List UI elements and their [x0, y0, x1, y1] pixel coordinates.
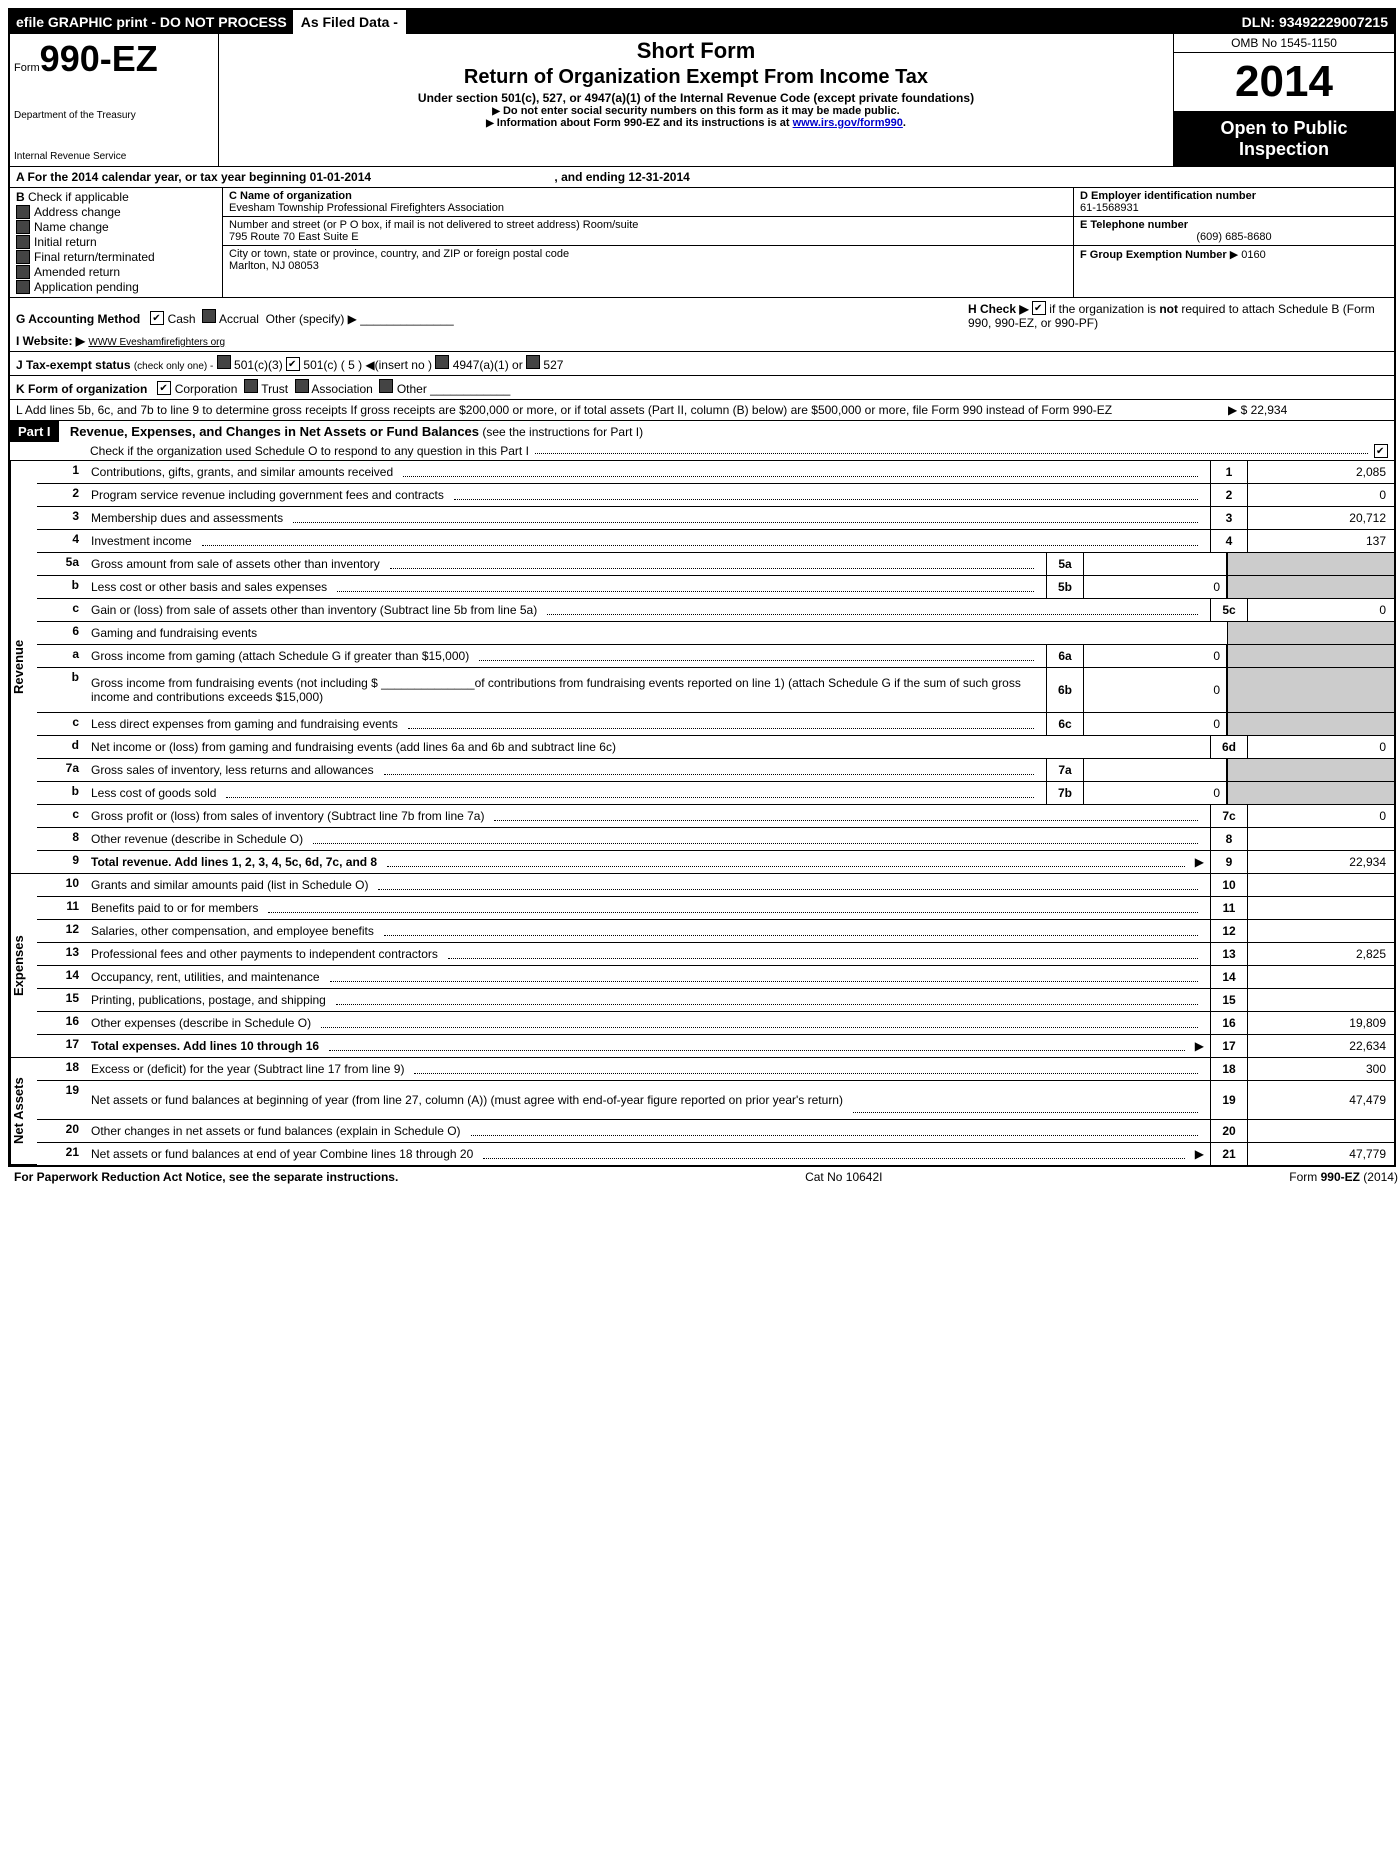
part1-label: Part I: [10, 421, 59, 442]
form-number: 990-EZ: [40, 38, 158, 79]
net-assets-label: Net Assets: [10, 1058, 37, 1165]
revenue-section: Revenue 1Contributions, gifts, grants, a…: [10, 461, 1394, 874]
chk-address[interactable]: [16, 205, 30, 219]
chk-501c[interactable]: [286, 357, 300, 371]
h-label: H Check ▶: [968, 302, 1029, 316]
e-label: E Telephone number: [1080, 219, 1388, 231]
l-amount: ▶ $ 22,934: [1228, 403, 1388, 417]
website-value: WWW Eveshamfirefighters org: [88, 337, 225, 348]
c-street-label: Number and street (or P O box, if mail i…: [229, 219, 1067, 231]
dept-irs: Internal Revenue Service: [14, 151, 214, 162]
note-info: Information about Form 990-EZ and its in…: [497, 117, 793, 129]
form-prefix: Form: [14, 62, 40, 74]
footer-left: For Paperwork Reduction Act Notice, see …: [14, 1170, 398, 1184]
chk-pending[interactable]: [16, 280, 30, 294]
chk-other-org[interactable]: [379, 379, 393, 393]
chk-cash[interactable]: [150, 311, 164, 325]
dln-label: DLN: 93492229007215: [1236, 12, 1394, 32]
phone-value: (609) 685-8680: [1080, 231, 1388, 243]
part1-note: (see the instructions for Part I): [482, 425, 643, 439]
chk-initial[interactable]: [16, 235, 30, 249]
as-filed-label: As Filed Data -: [293, 10, 406, 34]
note-ssn: Do not enter social security numbers on …: [223, 105, 1169, 117]
row-l: L Add lines 5b, 6c, and 7b to line 9 to …: [10, 400, 1394, 421]
part1-header-row: Part I Revenue, Expenses, and Changes in…: [10, 421, 1394, 461]
form-header: Form990-EZ Department of the Treasury In…: [10, 34, 1394, 167]
dept-treasury: Department of the Treasury: [14, 110, 214, 121]
form-990ez: efile GRAPHIC print - DO NOT PROCESS As …: [8, 8, 1396, 1167]
chk-4947[interactable]: [435, 355, 449, 369]
tax-year: 2014: [1174, 53, 1394, 112]
i-label: I Website: ▶: [16, 334, 85, 348]
h-rest: if the organization is not required to a…: [968, 302, 1375, 330]
section-bcdef: B Check if applicable Address change Nam…: [10, 188, 1394, 298]
org-city: Marlton, NJ 08053: [229, 260, 1067, 272]
chk-corp[interactable]: [157, 381, 171, 395]
subtitle: Under section 501(c), 527, or 4947(a)(1)…: [223, 91, 1169, 105]
omb-number: OMB No 1545-1150: [1174, 34, 1394, 53]
row-gh: G Accounting Method Cash Accrual Other (…: [10, 298, 1394, 352]
footer-center: Cat No 10642I: [805, 1170, 882, 1184]
chk-accrual[interactable]: [202, 309, 216, 323]
chk-assoc[interactable]: [295, 379, 309, 393]
g-label: G Accounting Method: [16, 312, 140, 326]
row-a: A For the 2014 calendar year, or tax yea…: [10, 167, 1394, 188]
expenses-label: Expenses: [10, 874, 37, 1058]
chk-527[interactable]: [526, 355, 540, 369]
footer-right: Form 990-EZ (2014): [1289, 1170, 1398, 1184]
expenses-section: Expenses 10Grants and similar amounts pa…: [10, 874, 1394, 1058]
group-exemption: ▶ 0160: [1230, 249, 1266, 261]
l-text: L Add lines 5b, 6c, and 7b to line 9 to …: [16, 403, 1228, 417]
revenue-label: Revenue: [10, 461, 37, 874]
col-b-header: B: [16, 190, 25, 204]
chk-amended[interactable]: [16, 265, 30, 279]
top-bar: efile GRAPHIC print - DO NOT PROCESS As …: [10, 10, 1394, 34]
chk-trust[interactable]: [244, 379, 258, 393]
col-def: D Employer identification number 61-1568…: [1073, 188, 1394, 297]
chk-schedule-b[interactable]: [1032, 301, 1046, 315]
part1-sub: Check if the organization used Schedule …: [90, 444, 529, 458]
row-a-left: A For the 2014 calendar year, or tax yea…: [16, 170, 371, 184]
short-form-title: Short Form: [223, 38, 1169, 64]
chk-final[interactable]: [16, 250, 30, 264]
ein-value: 61-1568931: [1080, 202, 1388, 214]
chk-501c3[interactable]: [217, 355, 231, 369]
org-street: 795 Route 70 East Suite E: [229, 231, 1067, 243]
col-c: C Name of organization Evesham Township …: [223, 188, 1073, 297]
part1-title: Revenue, Expenses, and Changes in Net As…: [62, 424, 479, 439]
chk-name[interactable]: [16, 220, 30, 234]
open-public: Open to Public Inspection: [1174, 112, 1394, 166]
chk-schedule-o[interactable]: [1374, 444, 1388, 458]
c-city-label: City or town, state or province, country…: [229, 248, 1067, 260]
row-a-right: , and ending 12-31-2014: [554, 170, 689, 184]
org-name: Evesham Township Professional Firefighte…: [229, 202, 1067, 214]
irs-link[interactable]: www.irs.gov/form990: [793, 117, 903, 129]
col-b: B Check if applicable Address change Nam…: [10, 188, 223, 297]
efile-label: efile GRAPHIC print - DO NOT PROCESS: [10, 12, 293, 32]
d-label: D Employer identification number: [1080, 190, 1388, 202]
net-assets-section: Net Assets 18Excess or (deficit) for the…: [10, 1058, 1394, 1165]
footer: For Paperwork Reduction Act Notice, see …: [8, 1167, 1400, 1187]
return-title: Return of Organization Exempt From Incom…: [223, 66, 1169, 89]
c-name-label: C Name of organization: [229, 190, 1067, 202]
col-b-label: Check if applicable: [28, 190, 129, 204]
row-k: K Form of organization Corporation Trust…: [10, 376, 1394, 400]
f-label: F Group Exemption Number: [1080, 249, 1227, 261]
row-j: J Tax-exempt status (check only one) - 5…: [10, 352, 1394, 376]
